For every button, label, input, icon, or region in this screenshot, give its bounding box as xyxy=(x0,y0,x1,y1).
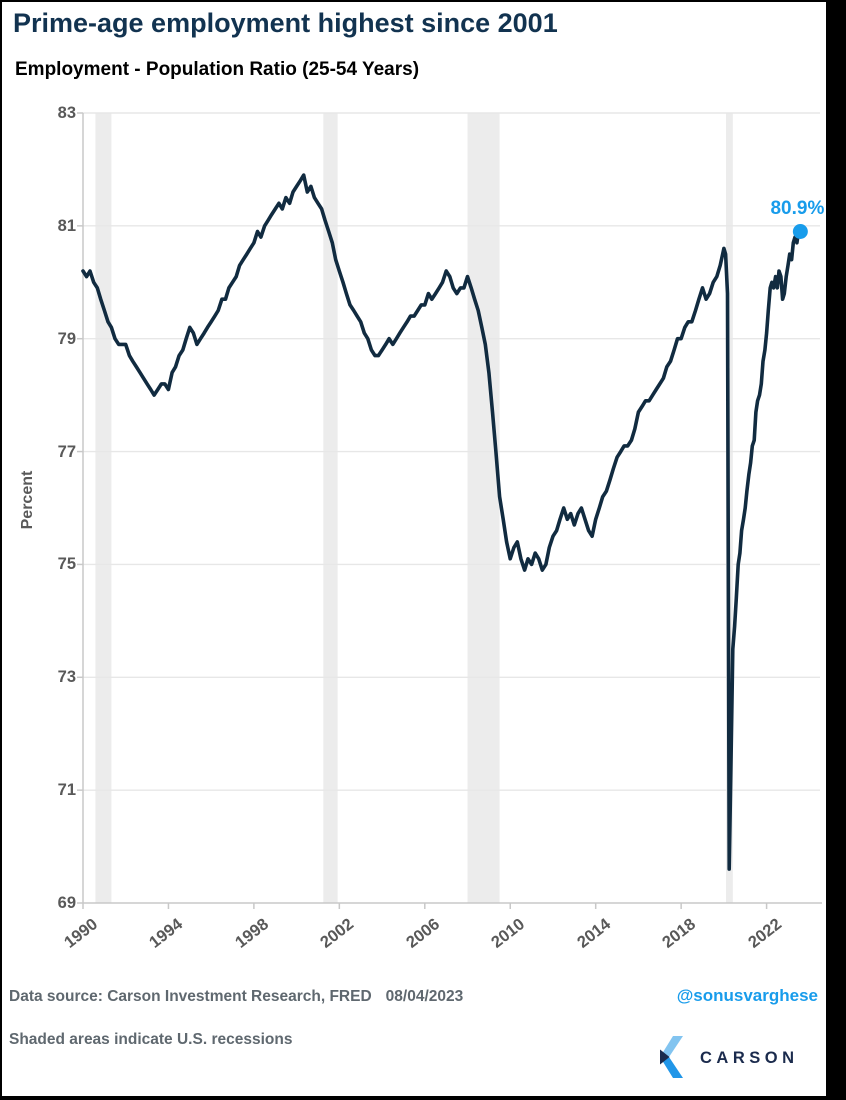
frame-border-left xyxy=(0,0,2,1100)
recession-note: Shaded areas indicate U.S. recessions xyxy=(9,1031,293,1048)
y-axis-title: Percent xyxy=(19,470,36,530)
data-date: 08/04/2023 xyxy=(385,988,464,1005)
latest-value-label: 80.9% xyxy=(770,197,825,219)
frame-border-bottom xyxy=(0,1096,846,1100)
y-tick-label: 73 xyxy=(57,668,76,687)
y-tick-label: 75 xyxy=(57,555,76,574)
y-tick-label: 69 xyxy=(57,894,76,912)
employment-ratio-line xyxy=(81,173,803,871)
y-tick-label: 71 xyxy=(57,781,76,800)
recession-band xyxy=(95,113,112,903)
footer-source-row: Data source: Carson Investment Research,… xyxy=(9,988,463,1006)
frame-border-top xyxy=(0,0,846,2)
carson-logo-icon xyxy=(660,1036,683,1078)
carson-wordmark: CARSON xyxy=(700,1048,799,1067)
latest-value-dot xyxy=(792,224,808,239)
twitter-handle: @sonusvarghese xyxy=(676,986,818,1005)
y-tick-label: 79 xyxy=(57,329,76,348)
y-tick-label: 77 xyxy=(57,442,76,461)
recession-band xyxy=(467,113,500,903)
recession-band xyxy=(323,113,338,903)
chart-subtitle: Employment - Population Ratio (25-54 Yea… xyxy=(15,59,420,80)
frame-border-right xyxy=(826,0,846,1100)
carson-logo: CARSON xyxy=(660,1036,799,1078)
y-tick-label: 81 xyxy=(57,216,76,235)
y-tick-label: 83 xyxy=(57,104,76,122)
page-title: Prime-age employment highest since 2001 xyxy=(13,8,558,38)
data-source-text: Data source: Carson Investment Research,… xyxy=(9,988,372,1005)
